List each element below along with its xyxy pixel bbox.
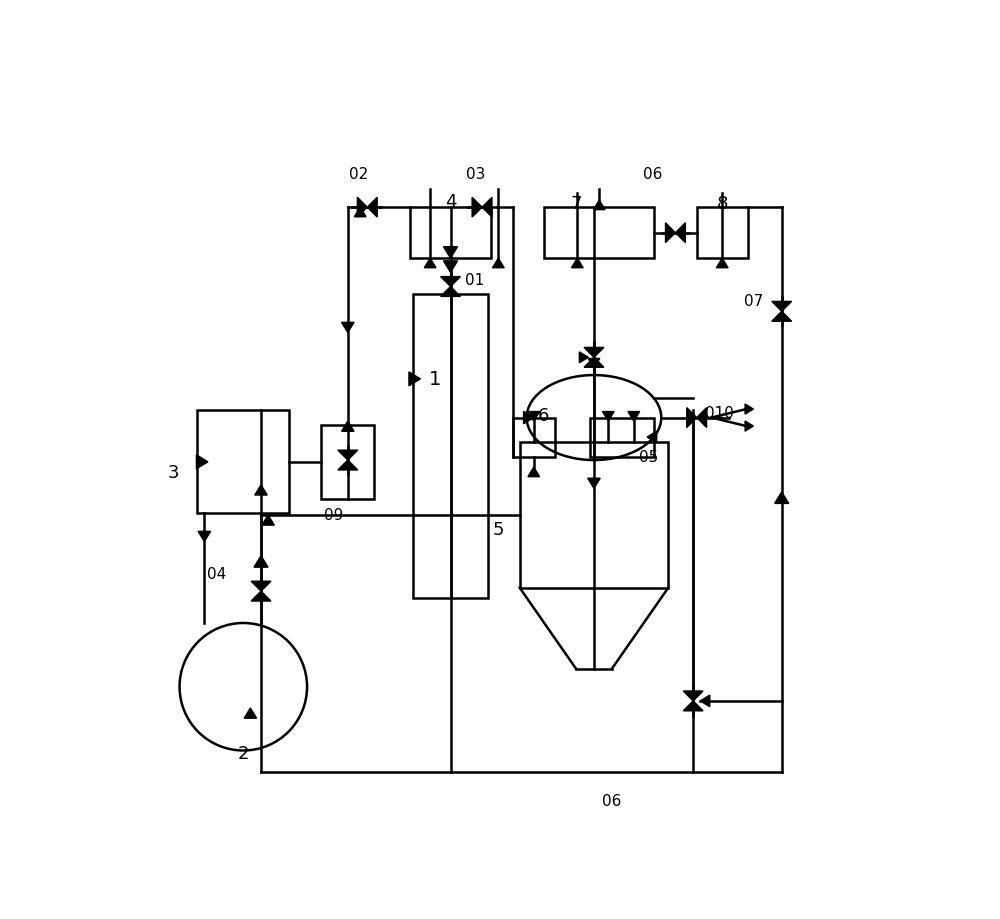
Text: 5: 5: [493, 520, 504, 539]
Bar: [697, 208, 748, 259]
Polygon shape: [628, 412, 640, 422]
Polygon shape: [584, 357, 604, 368]
Polygon shape: [647, 432, 657, 443]
Text: 04: 04: [207, 566, 226, 582]
Text: 7: 7: [571, 195, 582, 212]
Polygon shape: [492, 259, 504, 268]
Text: 4: 4: [445, 193, 457, 211]
Polygon shape: [254, 556, 268, 568]
Text: 07: 07: [744, 294, 763, 309]
Polygon shape: [342, 422, 354, 432]
Polygon shape: [198, 532, 211, 542]
Text: 06: 06: [602, 793, 621, 808]
Text: 3: 3: [168, 463, 180, 482]
Polygon shape: [367, 198, 377, 218]
Polygon shape: [772, 312, 792, 322]
Polygon shape: [424, 259, 436, 268]
Bar: [197, 411, 289, 514]
Text: 8: 8: [716, 195, 728, 212]
Polygon shape: [251, 582, 271, 592]
Polygon shape: [683, 691, 703, 701]
Polygon shape: [196, 455, 208, 470]
Polygon shape: [666, 223, 675, 244]
Polygon shape: [602, 412, 614, 422]
Bar: [321, 425, 374, 499]
Polygon shape: [775, 493, 789, 504]
Polygon shape: [571, 259, 583, 268]
Polygon shape: [579, 353, 588, 363]
Polygon shape: [716, 259, 728, 268]
Polygon shape: [472, 198, 482, 218]
Polygon shape: [745, 404, 753, 414]
Text: 010: 010: [705, 405, 734, 421]
Polygon shape: [482, 198, 492, 218]
Polygon shape: [588, 359, 600, 369]
Bar: [410, 208, 491, 259]
Bar: [544, 208, 654, 259]
Polygon shape: [772, 302, 792, 312]
Polygon shape: [444, 262, 458, 273]
Polygon shape: [675, 223, 685, 244]
Polygon shape: [354, 208, 366, 218]
Polygon shape: [251, 592, 271, 601]
Polygon shape: [683, 701, 703, 711]
Polygon shape: [745, 422, 753, 432]
Text: 02: 02: [349, 166, 368, 181]
Polygon shape: [244, 709, 257, 719]
Polygon shape: [697, 408, 707, 428]
Text: 05: 05: [639, 449, 658, 464]
Polygon shape: [262, 516, 274, 526]
Text: 6: 6: [537, 407, 549, 425]
Text: 01: 01: [465, 273, 485, 288]
Polygon shape: [528, 412, 540, 422]
Polygon shape: [593, 201, 605, 210]
Polygon shape: [255, 485, 267, 495]
Polygon shape: [409, 372, 420, 387]
Polygon shape: [700, 696, 710, 707]
Bar: [413, 294, 488, 598]
Text: 06: 06: [643, 166, 662, 181]
Polygon shape: [687, 408, 697, 428]
Polygon shape: [357, 198, 367, 218]
Bar: [512, 418, 555, 457]
Polygon shape: [524, 412, 534, 425]
Text: 09: 09: [324, 507, 344, 523]
Polygon shape: [441, 287, 460, 297]
Text: 03: 03: [466, 166, 485, 181]
Polygon shape: [338, 460, 358, 471]
Polygon shape: [342, 323, 354, 334]
Polygon shape: [588, 479, 600, 489]
Bar: [590, 418, 654, 457]
Polygon shape: [584, 348, 604, 357]
Polygon shape: [444, 247, 458, 259]
Polygon shape: [528, 468, 540, 477]
Bar: [520, 443, 668, 588]
Polygon shape: [338, 450, 358, 460]
Polygon shape: [441, 278, 460, 287]
Text: 1: 1: [428, 369, 441, 389]
Text: 2: 2: [238, 743, 249, 762]
